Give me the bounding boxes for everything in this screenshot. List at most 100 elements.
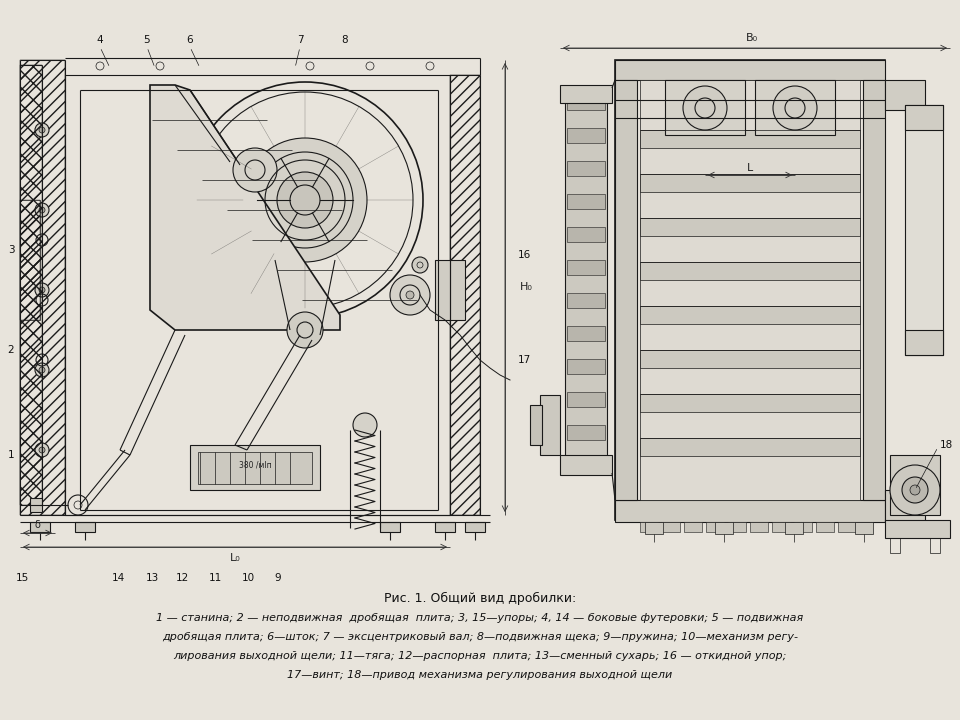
Circle shape <box>412 257 428 273</box>
Bar <box>855 522 873 534</box>
Bar <box>905 330 943 355</box>
Circle shape <box>39 127 45 133</box>
Bar <box>785 522 803 534</box>
Text: H₀: H₀ <box>520 282 533 292</box>
Bar <box>640 174 860 192</box>
Bar <box>750 522 768 532</box>
Text: 1: 1 <box>8 450 14 460</box>
Text: 16: 16 <box>518 250 531 260</box>
Bar <box>435 260 465 320</box>
Circle shape <box>243 138 367 262</box>
Circle shape <box>35 123 49 137</box>
Text: 2: 2 <box>8 345 14 355</box>
Bar <box>715 522 733 534</box>
Bar <box>567 392 605 407</box>
Bar <box>684 522 702 532</box>
Text: 3: 3 <box>8 245 14 255</box>
Circle shape <box>390 275 430 315</box>
Bar <box>380 522 400 532</box>
Text: лирования выходной щели; 11—тяга; 12—распорная  плита; 13—сменный сухарь; 16 — о: лирования выходной щели; 11—тяга; 12—рас… <box>174 651 786 661</box>
Bar <box>794 522 812 532</box>
Bar <box>772 522 790 532</box>
Bar <box>640 394 860 412</box>
Bar <box>640 438 860 456</box>
Text: Рис. 1. Общий вид дробилки:: Рис. 1. Общий вид дробилки: <box>384 591 576 605</box>
Bar <box>450 75 480 515</box>
Bar <box>755 80 835 135</box>
Text: L₀: L₀ <box>229 553 240 563</box>
Bar <box>567 128 605 143</box>
Bar <box>567 326 605 341</box>
Text: 380 /мlп: 380 /мlп <box>239 461 272 469</box>
Bar <box>665 80 745 135</box>
Bar <box>567 260 605 275</box>
Bar <box>75 522 95 532</box>
Bar <box>565 88 607 473</box>
Bar <box>890 538 900 553</box>
Text: 10: 10 <box>241 573 254 583</box>
Bar <box>567 227 605 242</box>
Bar <box>20 200 40 320</box>
Text: 13: 13 <box>145 573 158 583</box>
Bar <box>640 218 860 236</box>
Bar <box>640 306 860 324</box>
Circle shape <box>406 291 414 299</box>
Bar <box>816 522 834 532</box>
Bar <box>930 538 940 553</box>
Bar <box>435 522 455 532</box>
Bar <box>198 452 312 484</box>
Bar <box>885 490 925 522</box>
Circle shape <box>683 86 727 130</box>
Circle shape <box>35 283 49 297</box>
Text: L: L <box>747 163 754 173</box>
Circle shape <box>35 363 49 377</box>
Circle shape <box>287 312 323 348</box>
Bar <box>905 105 943 130</box>
Bar <box>20 200 40 320</box>
Text: 12: 12 <box>176 573 188 583</box>
Polygon shape <box>150 85 340 330</box>
Text: B₀: B₀ <box>746 33 758 43</box>
Bar <box>567 194 605 209</box>
Bar <box>465 522 485 532</box>
Text: 18: 18 <box>940 440 953 450</box>
Bar <box>615 60 885 80</box>
Circle shape <box>39 287 45 293</box>
Bar <box>567 425 605 440</box>
Text: 8: 8 <box>342 35 348 45</box>
Bar <box>645 522 663 534</box>
Text: 9: 9 <box>275 573 281 583</box>
Bar <box>530 405 542 445</box>
Text: 5: 5 <box>144 35 151 45</box>
Text: 4: 4 <box>97 35 104 45</box>
Circle shape <box>35 203 49 217</box>
Bar <box>640 350 860 368</box>
Bar <box>560 85 612 103</box>
Bar <box>567 95 605 110</box>
Text: 11: 11 <box>208 573 222 583</box>
Text: 17: 17 <box>518 355 531 365</box>
Text: 15: 15 <box>15 573 29 583</box>
Circle shape <box>39 207 45 213</box>
Bar <box>863 80 885 500</box>
Bar <box>615 80 637 500</box>
Circle shape <box>353 413 377 437</box>
Bar <box>20 65 42 505</box>
Text: 6: 6 <box>186 35 193 45</box>
Bar <box>640 80 860 500</box>
Text: 7: 7 <box>297 35 303 45</box>
Circle shape <box>890 465 940 515</box>
Bar <box>567 161 605 176</box>
Bar <box>20 60 65 515</box>
Bar <box>662 522 680 532</box>
Bar <box>615 500 885 522</box>
Bar <box>905 105 943 355</box>
Bar <box>885 520 950 538</box>
Circle shape <box>910 485 920 495</box>
Bar <box>640 130 860 148</box>
Circle shape <box>39 367 45 373</box>
Bar <box>615 60 885 520</box>
Bar <box>728 522 746 532</box>
Text: 1 — станина; 2 — неподвижная  дробящая  плита; 3, 15—упоры; 4, 14 — боковые футе: 1 — станина; 2 — неподвижная дробящая пл… <box>156 613 804 623</box>
Bar <box>190 445 320 490</box>
